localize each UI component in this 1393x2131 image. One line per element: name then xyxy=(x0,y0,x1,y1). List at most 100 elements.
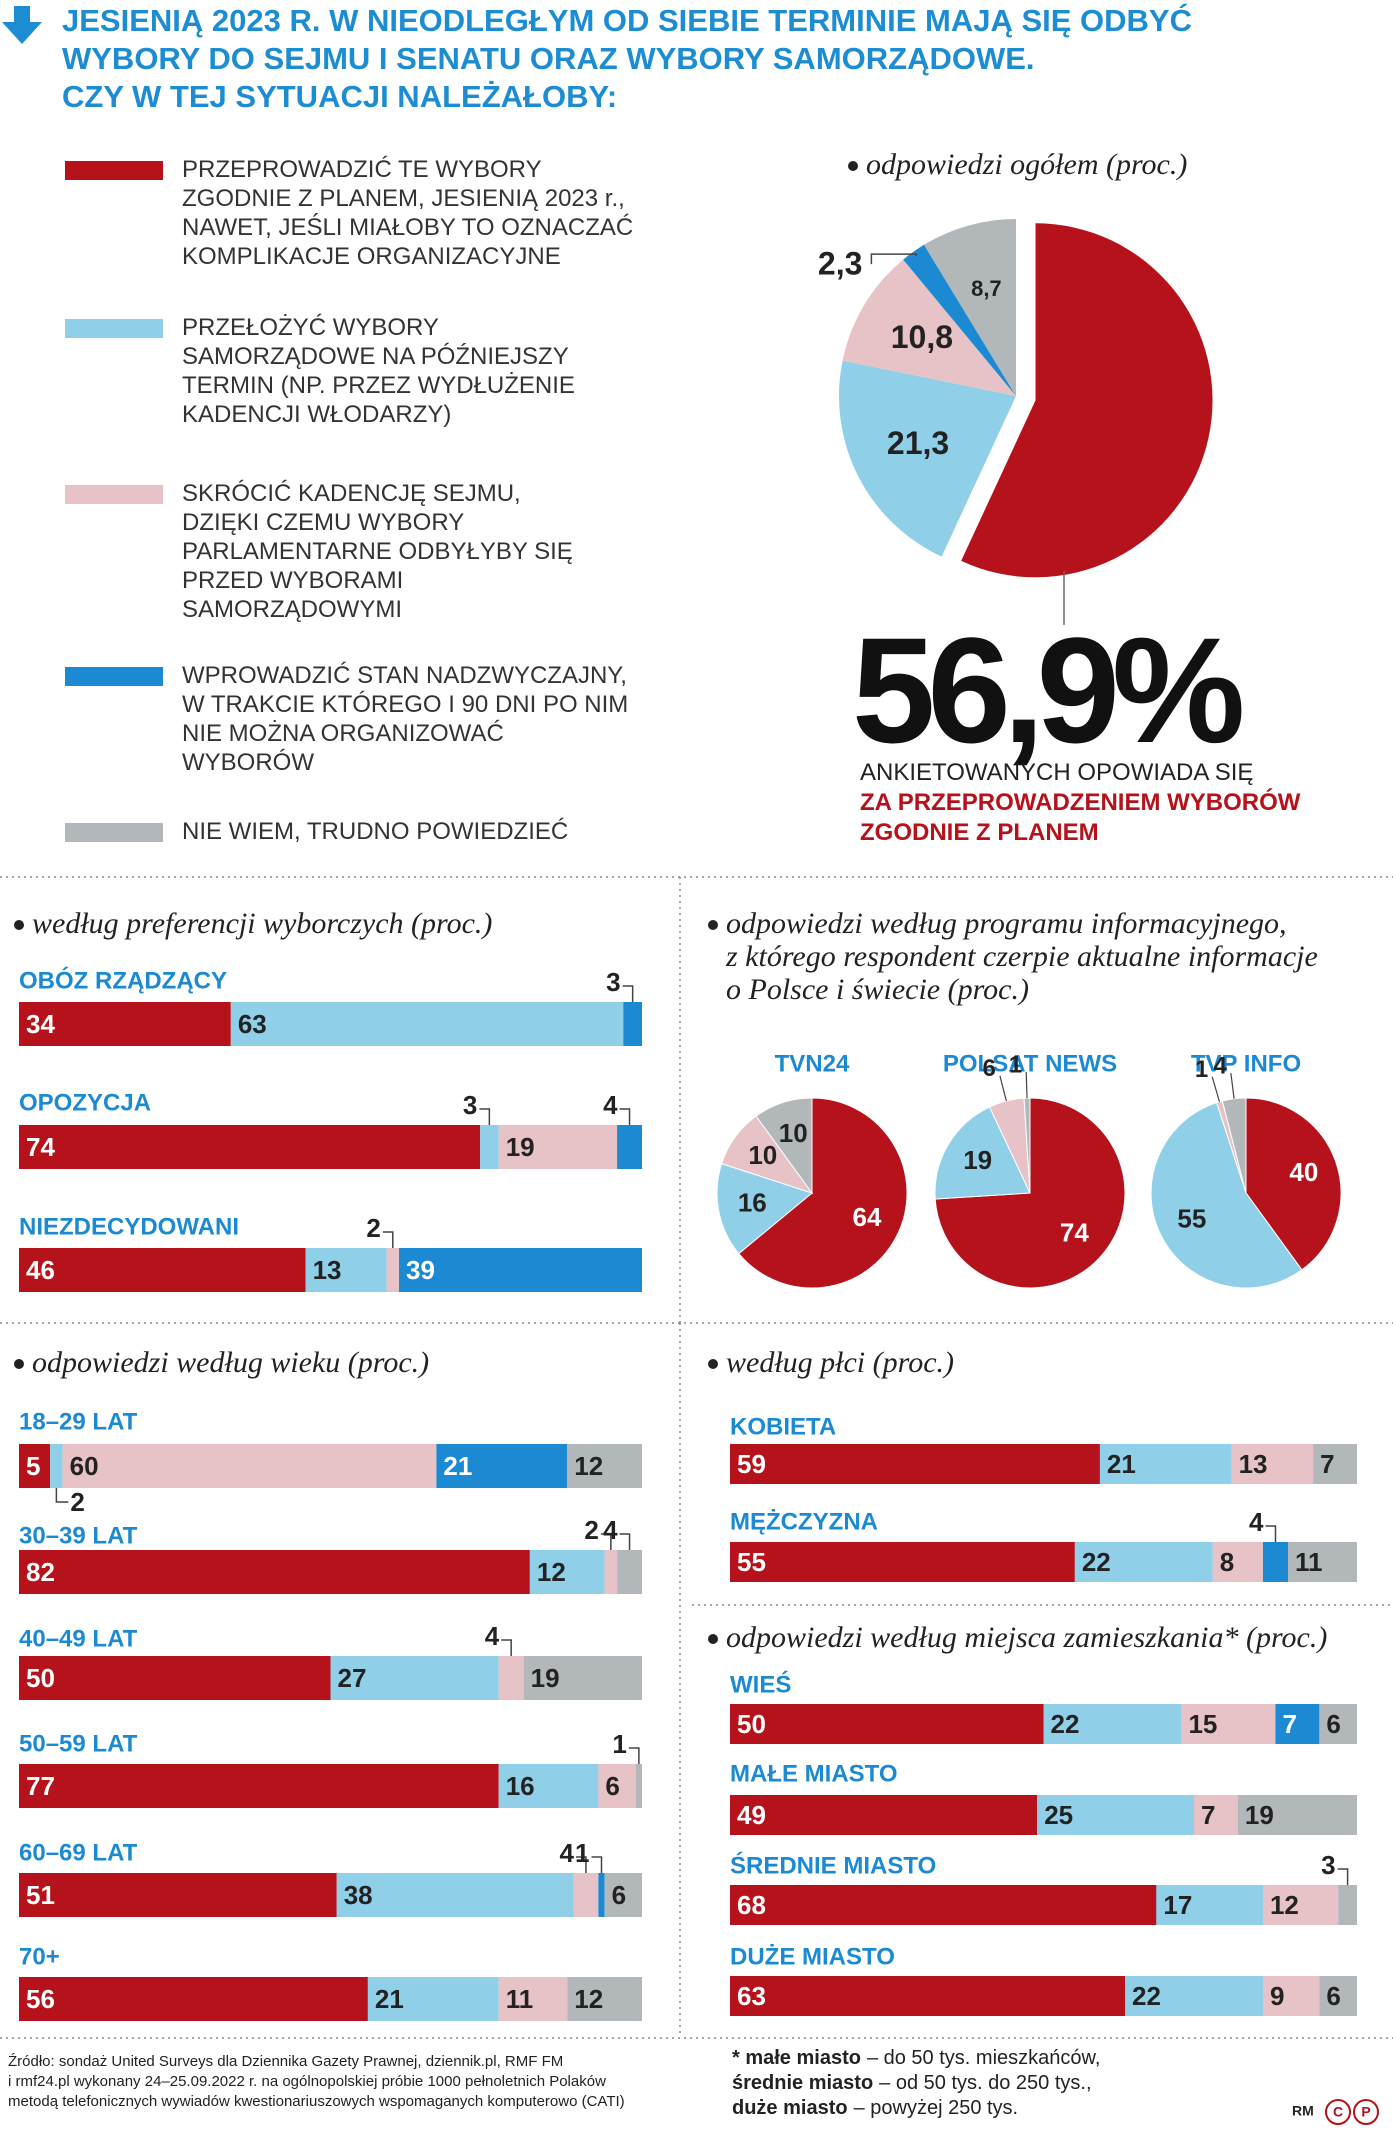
bar-segment xyxy=(617,1125,642,1169)
footnote-term: duże miasto xyxy=(732,2097,848,2119)
slice-label: 10,8 xyxy=(891,319,953,355)
category-label: ŚREDNIE MIASTO xyxy=(730,1851,936,1879)
bar-label: 68 xyxy=(737,1890,766,1920)
bar-label: 25 xyxy=(1044,1800,1073,1830)
bar-label: 63 xyxy=(238,1009,267,1039)
bar-label: 74 xyxy=(26,1132,55,1162)
bar-segment xyxy=(598,1764,636,1808)
bar-segment xyxy=(1212,1542,1263,1582)
category-label: MAŁE MIASTO xyxy=(730,1760,898,1787)
bar-segment xyxy=(529,1550,605,1594)
pie-slice xyxy=(839,360,1016,557)
slice-label: 10 xyxy=(748,1140,777,1170)
annotation: ANKIETOWANYCH OPOWIADA SIĘ xyxy=(860,759,1254,786)
bar-label: 77 xyxy=(26,1771,55,1801)
bar-label: 6 xyxy=(1326,1981,1340,2011)
bar-label: 2 xyxy=(584,1515,598,1545)
slice-label: 6 xyxy=(983,1055,996,1082)
bar-label: 22 xyxy=(1082,1547,1111,1577)
category-label: NIEZDECYDOWANI xyxy=(19,1213,239,1240)
legend-label: PRZEŁOŻYĆ WYBORY SAMORZĄDOWE NA PÓŹNIEJS… xyxy=(182,314,575,428)
bar-segment xyxy=(50,1444,63,1488)
pie-slice xyxy=(716,1163,814,1255)
bar-segment xyxy=(498,1656,524,1700)
footnote-text: – od 50 tys. do 250 tys., xyxy=(879,2072,1092,2094)
bar-segment xyxy=(330,1656,499,1700)
bar-segment xyxy=(1125,1976,1263,2016)
pie-slice xyxy=(961,223,1213,578)
slice-label: 55 xyxy=(1177,1203,1206,1233)
highlight-value: 56,9% xyxy=(852,606,1242,774)
logo-ring xyxy=(1353,2099,1379,2125)
slice-label: 1 xyxy=(1195,1056,1208,1083)
bar-segment xyxy=(336,1873,574,1917)
category-label: KOBIETA xyxy=(730,1413,836,1440)
bar-label: 13 xyxy=(1239,1449,1268,1479)
arrow-icon xyxy=(2,6,42,44)
legend-swatch xyxy=(65,823,163,842)
pie-slice xyxy=(1245,1097,1342,1271)
logo-letter: C xyxy=(1333,2104,1343,2120)
bar-label: 6 xyxy=(605,1771,619,1801)
bar-label: 5 xyxy=(26,1451,40,1481)
bar-segment xyxy=(635,1764,642,1808)
legend-label: WPROWADZIĆ STAN NADZWYCZAJNY, W TRAKCIE … xyxy=(182,662,629,776)
footnote-term: * małe miasto xyxy=(732,2047,861,2069)
bar-label: 11 xyxy=(1295,1547,1323,1577)
bar-segment xyxy=(523,1656,642,1700)
bar-label: 2 xyxy=(70,1487,84,1517)
slice-label: 40 xyxy=(1289,1157,1318,1187)
bar-label: 9 xyxy=(1270,1981,1284,2011)
bar-segment xyxy=(604,1873,642,1917)
pie-slice xyxy=(1023,1097,1031,1194)
bar-segment xyxy=(573,1873,599,1917)
logo-letter: P xyxy=(1361,2104,1370,2120)
pie-slice xyxy=(842,259,1016,396)
bar-segment xyxy=(305,1248,387,1292)
bar-label: 12 xyxy=(537,1557,566,1587)
bar-segment xyxy=(498,1764,599,1808)
bar-segment xyxy=(1338,1885,1357,1925)
bar-segment xyxy=(230,1002,624,1046)
bar-segment xyxy=(498,1977,568,2021)
bar-label: 13 xyxy=(313,1255,342,1285)
pie-slice xyxy=(755,1097,813,1195)
bar-segment xyxy=(19,1444,51,1488)
footnote-line: * małe miasto – do 50 tys. mieszkańców, xyxy=(732,2046,1100,2071)
bar-label: 59 xyxy=(737,1449,766,1479)
connector xyxy=(870,253,918,265)
footnote-text: – powyżej 250 tys. xyxy=(853,2097,1019,2119)
bar-segment xyxy=(1262,1885,1339,1925)
slice-label: 4 xyxy=(1213,1052,1227,1079)
annotation-highlight: ZA PRZEPROWADZENIEM WYBORÓW ZGODNIE Z PL… xyxy=(860,789,1301,846)
bar-label: 4 xyxy=(603,1090,618,1120)
title: JESIENIĄ 2023 R. W NIEODLEGŁYM OD SIEBIE… xyxy=(62,3,1192,114)
bar-label: 19 xyxy=(531,1663,560,1693)
category-label: MĘŻCZYZNA xyxy=(730,1508,878,1535)
bar-label: 4 xyxy=(485,1621,500,1651)
bar-label: 12 xyxy=(574,1451,603,1481)
pie-slice xyxy=(1150,1102,1303,1289)
category-label: 30–39 LAT xyxy=(19,1522,138,1549)
bar-label: 19 xyxy=(1245,1800,1274,1830)
bar-label: 3 xyxy=(1321,1850,1335,1880)
bar-segment xyxy=(617,1550,642,1594)
bar-segment xyxy=(730,1795,1038,1835)
legend-swatch xyxy=(65,319,163,338)
connector xyxy=(622,985,634,1002)
pie-slice xyxy=(738,1097,908,1289)
pie-slice xyxy=(923,219,1016,396)
bar-segment xyxy=(19,1873,337,1917)
bar-label: 63 xyxy=(737,1981,766,2011)
bar-label: 46 xyxy=(26,1255,55,1285)
bar-label: 50 xyxy=(737,1709,766,1739)
pie-title: TVN24 xyxy=(775,1050,850,1077)
bar-segment xyxy=(730,1704,1044,1744)
bar-label: 7 xyxy=(1201,1800,1215,1830)
legend-swatch xyxy=(65,485,163,504)
bar-label: 2 xyxy=(366,1213,380,1243)
bar-segment xyxy=(604,1550,618,1594)
bar-segment xyxy=(730,1542,1075,1582)
bar-label: 27 xyxy=(338,1663,367,1693)
